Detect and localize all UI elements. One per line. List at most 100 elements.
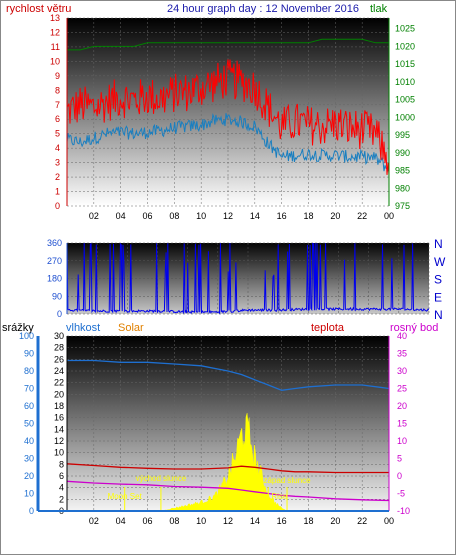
humidity-y-tick-label: 20 — [24, 471, 34, 481]
wind-y-tick-label: 5 — [55, 129, 60, 139]
wind-speed-label: rychlost větru — [6, 3, 71, 15]
temperature-y-tick-label: 35 — [397, 349, 407, 359]
wind-y-tick-label: 0 — [55, 201, 60, 211]
temp-x-tick-label: 14 — [250, 516, 260, 526]
rain-y-tick-label: 26 — [54, 354, 64, 364]
wind-x-tick-label: 04 — [116, 211, 126, 221]
rain-y-tick-label: 10 — [54, 448, 64, 458]
temp-x-tick-label: 08 — [169, 516, 179, 526]
pressure-label: tlak — [370, 3, 388, 15]
temperature-y-tick-label: 5 — [397, 454, 402, 464]
rain-y-tick-label: 16 — [54, 413, 64, 423]
compass-label: N — [434, 308, 443, 322]
temperature-y-tick-label: 15 — [397, 419, 407, 429]
humidity-y-tick-label: 50 — [24, 419, 34, 429]
wind-x-tick-label: 02 — [89, 211, 99, 221]
humidity-y-tick-label: 30 — [24, 454, 34, 464]
wind-x-tick-label: 00 — [384, 211, 394, 221]
pressure-y-tick-label: 985 — [395, 166, 410, 176]
humidity-y-tick-label: 40 — [24, 436, 34, 446]
wind-y-tick-label: 12 — [50, 27, 60, 37]
humidity-y-tick-label: 70 — [24, 384, 34, 394]
direction-y-tick-label: 180 — [47, 274, 62, 284]
wind-y-tick-label: 10 — [50, 56, 60, 66]
direction-y-tick-label: 0 — [57, 309, 62, 319]
dewpoint-label: rosný bod — [390, 322, 438, 334]
temperature-y-tick-label: -10 — [397, 506, 410, 516]
rain-y-tick-label: 12 — [54, 436, 64, 446]
pressure-y-tick-label: 975 — [395, 201, 410, 211]
rain-y-tick-label: 18 — [54, 401, 64, 411]
temperature-y-tick-label: 30 — [397, 366, 407, 376]
wind-gust-series — [66, 59, 390, 175]
humidity-series — [67, 359, 390, 391]
temp-x-tick-label: 02 — [89, 516, 99, 526]
pressure-y-tick-label: 990 — [395, 148, 410, 158]
temp-x-tick-label: 20 — [330, 516, 340, 526]
wind-y-tick-label: 2 — [55, 172, 60, 182]
wind-direction-series — [66, 242, 430, 315]
wind-x-tick-label: 06 — [142, 211, 152, 221]
wind-y-tick-label: 3 — [55, 158, 60, 168]
wind-x-tick-label: 10 — [196, 211, 206, 221]
axes-layer: 02 04 06 08 10 12 14 16 18 20 22 000123456789101112… — [19, 13, 446, 526]
temperature-y-tick-label: 25 — [397, 384, 407, 394]
data-layer: východ slunce západ slunce Moon Set Moon Ri… — [66, 38, 430, 512]
wind-y-tick-label: 7 — [55, 100, 60, 110]
rain-y-tick-label: 24 — [54, 366, 64, 376]
temp-x-tick-label: 22 — [357, 516, 367, 526]
pressure-y-tick-label: 1005 — [395, 95, 415, 105]
humidity-y-tick-label: 0 — [29, 506, 34, 516]
temp-x-tick-label: 16 — [277, 516, 287, 526]
humidity-y-tick-label: 90 — [24, 349, 34, 359]
wind-x-tick-label: 16 — [277, 211, 287, 221]
wind-x-tick-label: 08 — [169, 211, 179, 221]
direction-y-tick-label: 90 — [52, 291, 62, 301]
temp-x-tick-label: 10 — [196, 516, 206, 526]
dewpoint-series — [66, 480, 390, 502]
rain-y-tick-label: 22 — [54, 378, 64, 388]
temp-x-tick-label: 06 — [142, 516, 152, 526]
temperature-y-tick-label: 0 — [397, 471, 402, 481]
wind-x-tick-label: 14 — [250, 211, 260, 221]
pressure-y-tick-label: 1015 — [395, 59, 415, 69]
wind-y-tick-label: 6 — [55, 114, 60, 124]
wind-average-series — [66, 112, 390, 172]
temperature-series — [66, 463, 389, 474]
wind-y-tick-label: 1 — [55, 187, 60, 197]
temperature-y-tick-label: -5 — [397, 489, 405, 499]
rain-label: srážky — [2, 322, 34, 334]
humidity-y-tick-label: 100 — [19, 331, 34, 341]
pressure-series — [67, 38, 389, 51]
pressure-y-tick-label: 1000 — [395, 112, 415, 122]
wind-x-tick-label: 18 — [303, 211, 313, 221]
rain-y-tick-label: 28 — [54, 343, 64, 353]
rain-y-tick-label: 14 — [54, 424, 64, 434]
rain-y-tick-label: 4 — [59, 483, 64, 493]
humidity-y-tick-label: 10 — [24, 489, 34, 499]
rain-y-tick-label: 6 — [59, 471, 64, 481]
humidity-y-tick-label: 60 — [24, 401, 34, 411]
wind-x-tick-label: 12 — [223, 211, 233, 221]
wind-y-tick-label: 11 — [51, 42, 60, 52]
rain-y-tick-label: 20 — [54, 389, 64, 399]
temp-x-tick-label: 12 — [223, 516, 233, 526]
compass-label: S — [434, 273, 442, 287]
rain-y-tick-label: 8 — [59, 459, 64, 469]
temperature-y-tick-label: 40 — [397, 331, 407, 341]
wind-y-tick-label: 8 — [55, 85, 60, 95]
temperature-y-tick-label: 10 — [397, 436, 407, 446]
chart-title: 24 hour graph day : 12 November 2016 — [167, 3, 359, 15]
temperature-y-tick-label: 20 — [397, 401, 407, 411]
wind-x-tick-label: 22 — [357, 211, 367, 221]
wind-y-tick-label: 13 — [50, 13, 60, 23]
temp-x-tick-label: 18 — [303, 516, 313, 526]
direction-y-tick-label: 270 — [47, 256, 62, 266]
event-marker-label: západ slunce — [263, 476, 311, 485]
rain-y-tick-label: 2 — [59, 494, 64, 504]
pressure-y-tick-label: 1010 — [395, 77, 415, 87]
event-marker-label: Moon Rise — [249, 492, 288, 501]
compass-label: E — [434, 290, 442, 304]
event-marker-label: východ slunce — [136, 474, 187, 483]
